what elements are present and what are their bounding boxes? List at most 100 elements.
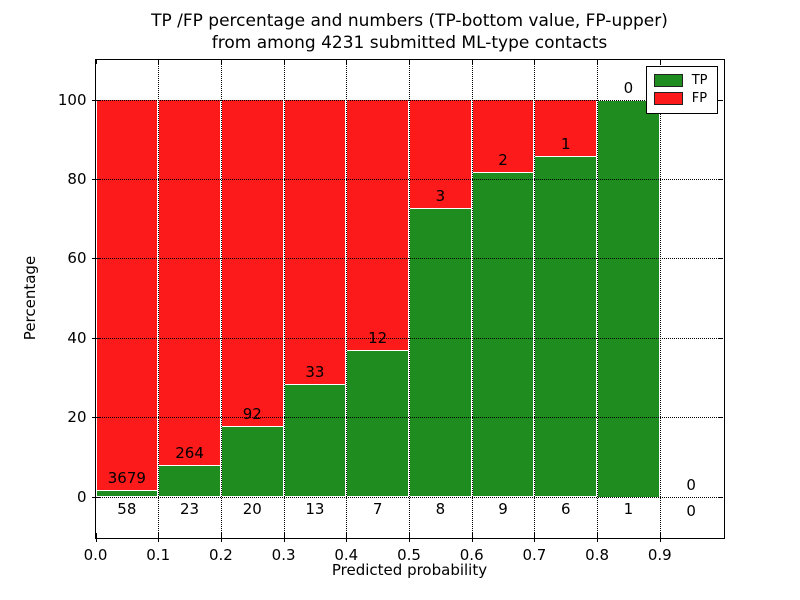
gridline-vertical [597, 59, 599, 537]
y-tick-label: 0 [76, 487, 87, 506]
tp-count-label: 13 [305, 499, 325, 518]
x-tick-label: 0.3 [271, 545, 296, 564]
bar-tp-segment [283, 384, 347, 497]
bar-tp-segment [409, 207, 472, 497]
y-tick-mark-right [718, 337, 723, 339]
bar-fp-segment [95, 99, 159, 491]
x-tick-label: 0.8 [585, 545, 610, 564]
y-tick-mark [91, 496, 101, 498]
gridline-horizontal [95, 496, 723, 498]
gridline-vertical [158, 59, 160, 537]
bar-fp-segment [346, 99, 409, 351]
x-tick-label: 0.4 [334, 545, 359, 564]
tp-count-label: 9 [498, 499, 508, 518]
x-axis-label: Predicted probability [331, 561, 488, 579]
x-tick-mark-top [659, 59, 661, 64]
y-tick-label: 60 [67, 249, 87, 268]
legend-swatch-fp [653, 92, 683, 105]
legend-label-fp: FP [691, 91, 708, 106]
fp-count-label: 3 [435, 186, 446, 205]
y-tick-mark [91, 417, 101, 419]
chart-title-line2: from among 4231 submitted ML-type contac… [211, 33, 608, 53]
x-tick-mark [283, 532, 285, 542]
y-tick-mark-right [718, 99, 723, 101]
y-tick-label: 100 [57, 90, 87, 109]
chart-title: TP /FP percentage and numbers (TP-bottom… [96, 10, 723, 54]
bar-fp-segment [409, 99, 472, 208]
x-tick-mark [659, 532, 661, 542]
x-tick-mark [471, 532, 473, 542]
y-tick-mark [91, 258, 101, 260]
y-tick-label: 40 [67, 328, 87, 347]
tp-count-label: 7 [372, 499, 383, 518]
bar-tp-segment [95, 490, 159, 497]
gridline-horizontal [95, 99, 723, 101]
x-tick-mark [597, 532, 599, 542]
bar-fp-segment [283, 99, 347, 385]
gridline-horizontal [95, 337, 723, 339]
legend-row: TP [653, 72, 708, 90]
y-tick-mark-right [718, 178, 723, 180]
plot-area: 3679 58 264 23 92 20 33 13 12 7 3 8 2 9 1 6 0 1 0 0 0.0 0.1 0.… [58, 59, 723, 564]
y-tick-mark-right [718, 496, 723, 498]
bar-tp-segment [346, 350, 409, 497]
fp-count-label: 1 [560, 135, 571, 154]
x-tick-label: 0.0 [83, 545, 108, 564]
tp-count-label: 20 [242, 499, 262, 518]
tp-count-label: 1 [623, 499, 634, 518]
gridline-vertical [659, 59, 661, 537]
x-tick-mark-top [471, 59, 473, 64]
bar-fp-segment [220, 99, 284, 426]
gridline-vertical [346, 59, 348, 537]
legend-label-tp: TP [691, 73, 708, 88]
x-tick-mark-top [597, 59, 599, 64]
fp-count-label: 33 [305, 363, 325, 382]
x-tick-mark-top [95, 59, 97, 64]
bar-fp-segment [534, 99, 598, 157]
tp-count-label: 23 [180, 499, 200, 518]
y-tick-mark [91, 337, 101, 339]
gridline-vertical [409, 59, 410, 537]
x-tick-mark [158, 532, 160, 542]
x-tick-mark [346, 532, 348, 542]
fp-count-label: 3679 [107, 469, 146, 488]
tp-count-label: 8 [435, 499, 446, 518]
fp-count-label: 264 [175, 443, 204, 462]
y-tick-mark [91, 99, 101, 101]
tp-count-label: 6 [560, 499, 571, 518]
x-tick-label: 0.2 [208, 545, 233, 564]
legend-swatch-tp [653, 74, 683, 87]
x-tick-mark [220, 532, 222, 542]
x-tick-mark [409, 532, 410, 542]
x-tick-label: 0.9 [647, 545, 672, 564]
x-tick-mark-top [158, 59, 160, 64]
x-tick-label: 0.7 [522, 545, 547, 564]
x-tick-label: 0.6 [459, 545, 484, 564]
chart-title-line1: TP /FP percentage and numbers (TP-bottom… [151, 11, 668, 31]
y-tick-label: 80 [67, 169, 87, 188]
bar-tp-segment [471, 171, 535, 497]
y-tick-mark-right [718, 417, 723, 419]
fp-count-label: 0 [623, 78, 634, 97]
x-tick-mark-top [283, 59, 285, 64]
plot-frame: 3679 58 264 23 92 20 33 13 12 7 3 8 2 9 1 6 0 1 0 0 0.0 0.1 0.… [58, 58, 725, 564]
gridline-vertical [471, 59, 473, 537]
y-tick-mark [91, 178, 101, 180]
x-tick-label: 0.5 [397, 545, 421, 564]
x-tick-label: 0.1 [146, 545, 171, 564]
bar-tp-segment [220, 425, 284, 497]
tp-count-label: 0 [686, 501, 696, 520]
fp-count-label: 2 [498, 150, 508, 169]
x-tick-mark-top [346, 59, 348, 64]
fp-count-label: 0 [686, 475, 696, 494]
x-tick-mark-top [220, 59, 222, 64]
bar-tp-segment [597, 99, 660, 497]
x-tick-mark [534, 532, 536, 542]
gridline-horizontal [95, 258, 723, 260]
x-tick-mark [95, 532, 97, 542]
legend-row: FP [653, 90, 708, 108]
gridline-vertical [220, 59, 222, 537]
gridline-horizontal [95, 417, 723, 419]
x-tick-mark-top [534, 59, 536, 64]
gridline-horizontal [95, 178, 723, 180]
